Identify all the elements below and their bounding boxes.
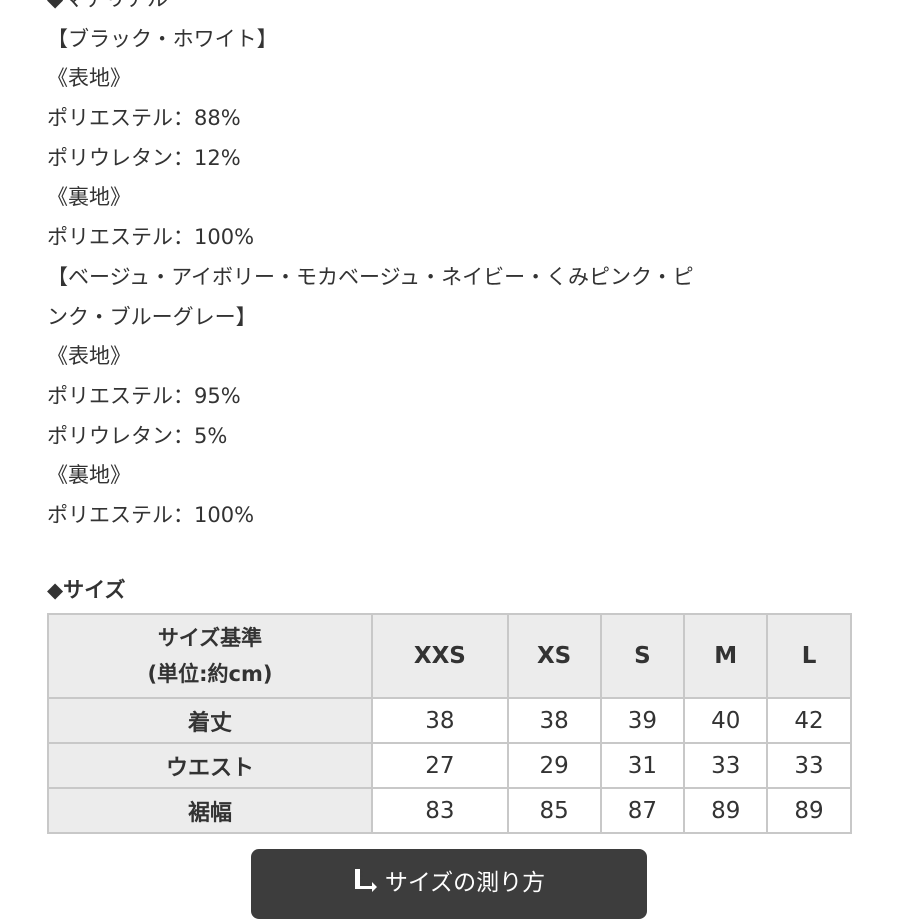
- column-header: M: [683, 613, 769, 699]
- table-cell: 27: [371, 742, 509, 789]
- table-cell: 29: [506, 742, 602, 789]
- header-unit: (単位:約cm): [147, 662, 273, 686]
- table-cell: 33: [766, 742, 852, 789]
- table-cell: 38: [506, 697, 602, 744]
- material-line: ポリエステル：88%: [47, 106, 241, 131]
- outer-fabric-label: 《表地》: [47, 66, 131, 91]
- column-header: S: [599, 613, 686, 699]
- color-group-label: 【ベージュ・アイボリー・モカベージュ・ネイビー・くみピンク・ピ: [47, 264, 694, 289]
- outer-fabric-label: 《表地》: [47, 344, 131, 369]
- ruler-icon: [354, 869, 377, 892]
- table-cell: 87: [599, 787, 686, 834]
- color-group-label: 【ブラック・ホワイト】: [47, 26, 278, 51]
- table-row: 裾幅 83 85 87 89 89: [46, 787, 852, 834]
- table-cell: 89: [766, 787, 852, 834]
- how-to-measure-button[interactable]: サイズの測り方: [251, 849, 647, 919]
- material-line: ポリエステル：100%: [47, 502, 255, 527]
- row-label: 着丈: [46, 697, 374, 744]
- table-cell: 38: [371, 697, 509, 744]
- column-header: XS: [506, 613, 602, 699]
- table-cell: 40: [683, 697, 769, 744]
- material-line: ポリエステル：95%: [47, 383, 241, 408]
- material-line: ポリエステル：100%: [47, 225, 255, 250]
- header-line: サイズ基準: [157, 626, 263, 650]
- table-cell: 31: [599, 742, 686, 789]
- table-cell: 42: [766, 697, 852, 744]
- table-cell: 89: [683, 787, 769, 834]
- table-cell: 33: [683, 742, 769, 789]
- table-cell: 39: [599, 697, 686, 744]
- lining-label: 《裏地》: [47, 185, 131, 210]
- table-header-row: サイズ基準 (単位:約cm) XXS XS S M L: [46, 613, 852, 699]
- table-cell: 83: [371, 787, 509, 834]
- size-table: サイズ基準 (単位:約cm) XXS XS S M L 着丈 38 38 39 4…: [46, 613, 852, 834]
- size-heading: ◆サイズ: [47, 578, 126, 602]
- lining-label: 《裏地》: [47, 463, 131, 488]
- table-row: 着丈 38 38 39 40 42: [46, 697, 852, 744]
- material-line: ポリウレタン：5%: [47, 423, 228, 448]
- table-cell: 85: [506, 787, 602, 834]
- material-line: ポリウレタン：12%: [47, 145, 241, 170]
- table-row: ウエスト 27 29 31 33 33: [46, 742, 852, 789]
- row-label: ウエスト: [46, 742, 374, 789]
- column-header: XXS: [371, 613, 509, 699]
- material-heading: ◆マテリアル: [47, 0, 867, 20]
- material-section: ◆マテリアル 【ブラック・ホワイト】 《表地》 ポリエステル：88% ポリウレタ…: [47, 0, 867, 536]
- row-label: 裾幅: [46, 787, 374, 834]
- color-group-label-cont: ンク・ブルーグレー】: [47, 304, 257, 329]
- button-label: サイズの測り方: [384, 870, 546, 896]
- column-header: L: [766, 613, 852, 699]
- size-standard-header: サイズ基準 (単位:約cm): [46, 613, 374, 699]
